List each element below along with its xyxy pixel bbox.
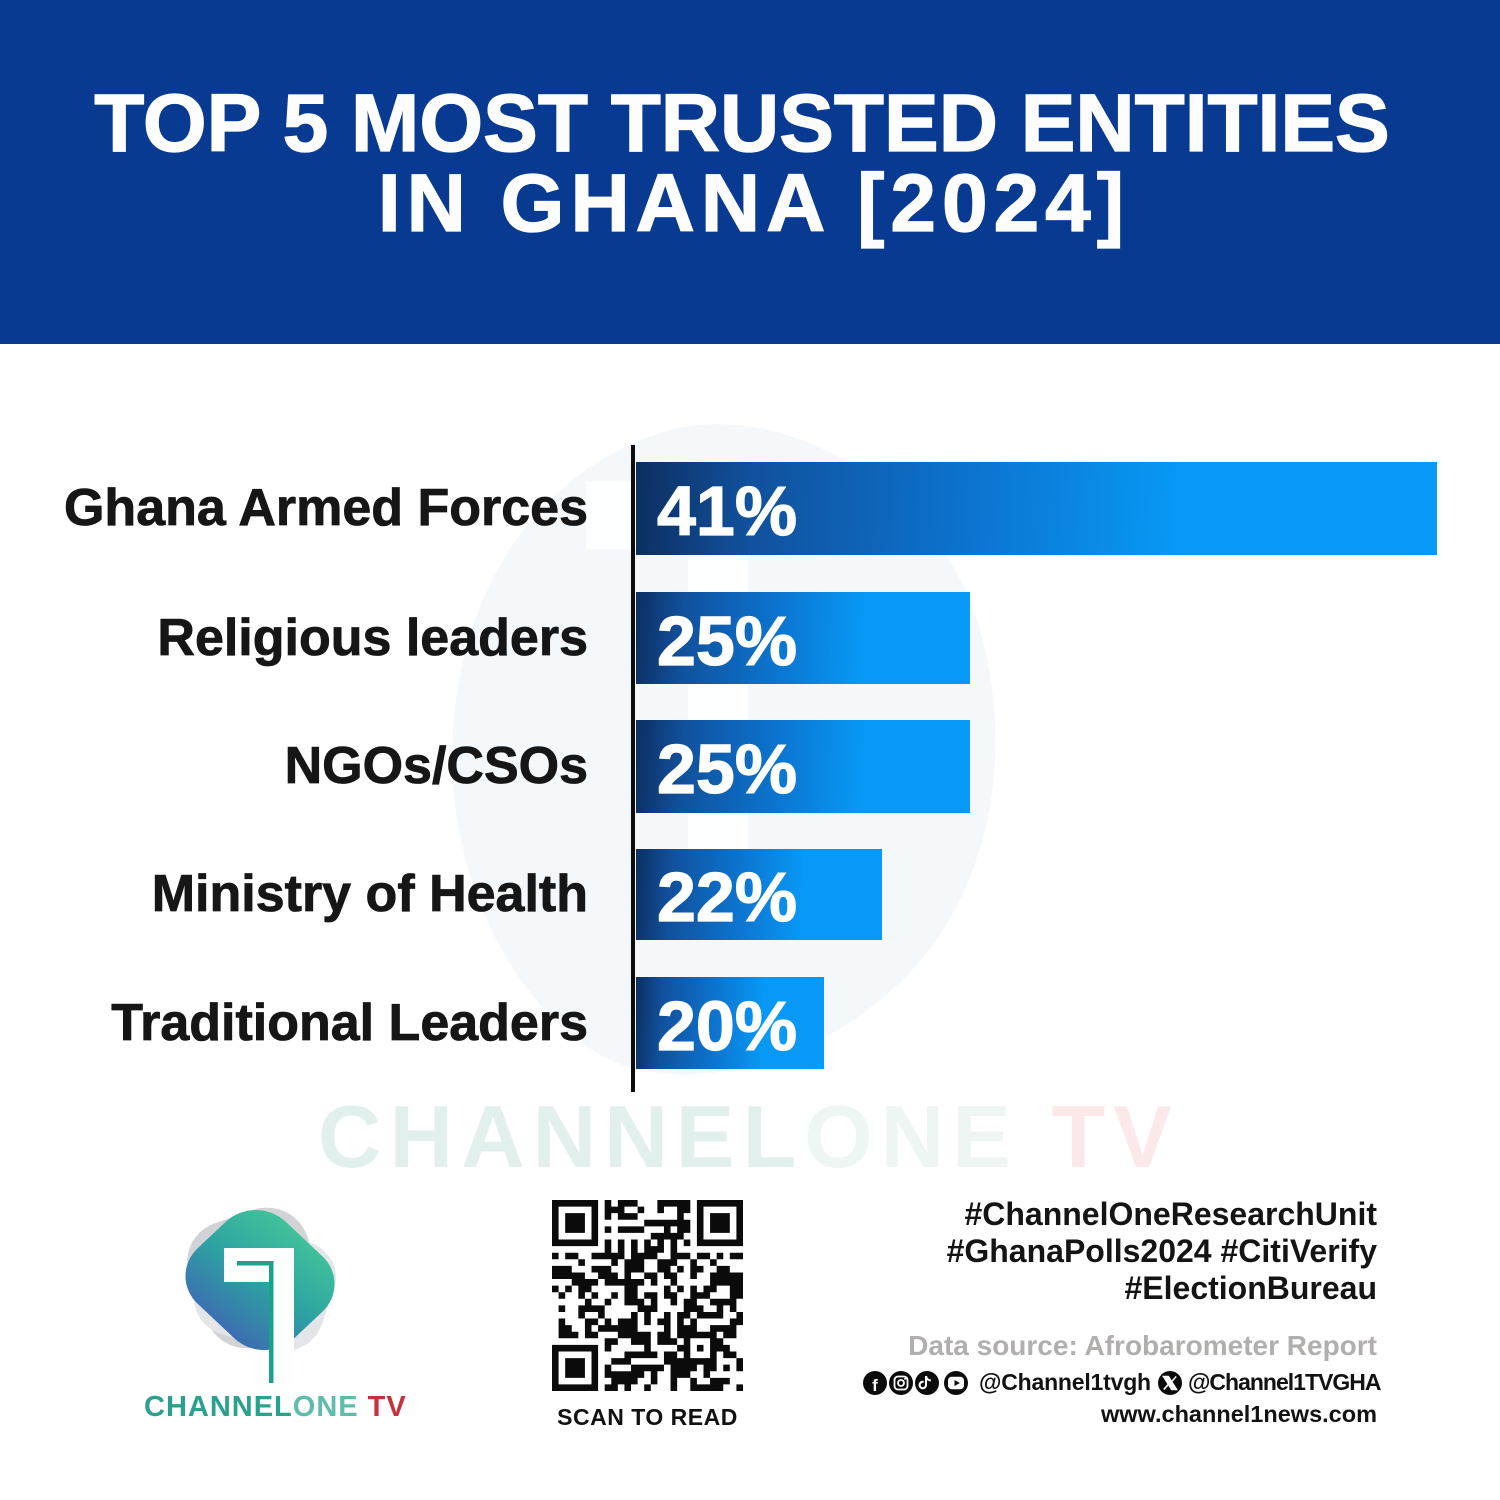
svg-text:CHANNELONE TV: CHANNELONE TV <box>144 1391 407 1423</box>
svg-text:f: f <box>872 1376 878 1395</box>
